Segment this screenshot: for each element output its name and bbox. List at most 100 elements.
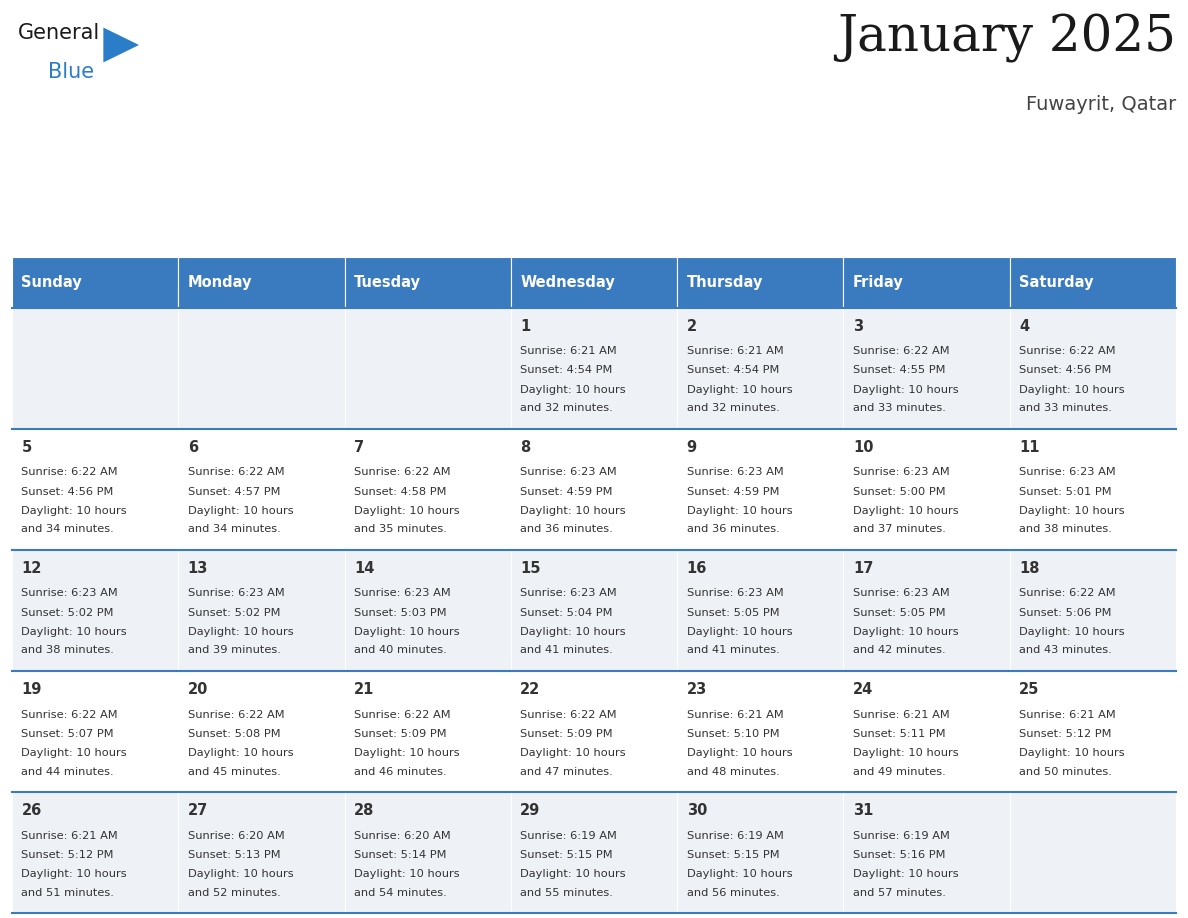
Text: Sunday: Sunday xyxy=(21,274,82,290)
Text: and 36 minutes.: and 36 minutes. xyxy=(687,524,779,534)
Text: Sunset: 5:14 PM: Sunset: 5:14 PM xyxy=(354,850,447,860)
Text: 16: 16 xyxy=(687,561,707,576)
Text: Blue: Blue xyxy=(48,62,94,82)
Text: Sunset: 5:16 PM: Sunset: 5:16 PM xyxy=(853,850,946,860)
Text: Sunset: 5:00 PM: Sunset: 5:00 PM xyxy=(853,487,946,497)
Text: Sunset: 4:56 PM: Sunset: 4:56 PM xyxy=(21,487,114,497)
Text: 22: 22 xyxy=(520,682,541,697)
Text: January 2025: January 2025 xyxy=(838,14,1176,63)
Text: Sunrise: 6:23 AM: Sunrise: 6:23 AM xyxy=(21,588,118,599)
Text: 19: 19 xyxy=(21,682,42,697)
Text: 18: 18 xyxy=(1019,561,1040,576)
Bar xyxy=(178,792,345,913)
Bar xyxy=(178,257,345,308)
Text: Daylight: 10 hours: Daylight: 10 hours xyxy=(188,748,293,758)
Text: Sunset: 5:15 PM: Sunset: 5:15 PM xyxy=(520,850,613,860)
Bar xyxy=(12,429,178,550)
Text: Sunset: 5:05 PM: Sunset: 5:05 PM xyxy=(687,608,779,618)
Text: 5: 5 xyxy=(21,440,32,454)
Text: and 33 minutes.: and 33 minutes. xyxy=(853,403,946,413)
Text: 15: 15 xyxy=(520,561,541,576)
Text: Sunrise: 6:19 AM: Sunrise: 6:19 AM xyxy=(687,831,784,841)
Text: 24: 24 xyxy=(853,682,873,697)
Text: Sunrise: 6:23 AM: Sunrise: 6:23 AM xyxy=(687,588,783,599)
Text: Sunset: 4:56 PM: Sunset: 4:56 PM xyxy=(1019,365,1112,375)
Text: 21: 21 xyxy=(354,682,374,697)
Text: Sunrise: 6:23 AM: Sunrise: 6:23 AM xyxy=(853,467,949,477)
Text: and 57 minutes.: and 57 minutes. xyxy=(853,888,946,898)
Text: Daylight: 10 hours: Daylight: 10 hours xyxy=(21,748,127,758)
Text: Daylight: 10 hours: Daylight: 10 hours xyxy=(520,748,626,758)
Text: Fuwayrit, Qatar: Fuwayrit, Qatar xyxy=(1026,95,1176,114)
Text: and 35 minutes.: and 35 minutes. xyxy=(354,524,447,534)
Text: 28: 28 xyxy=(354,803,374,818)
Text: Sunset: 5:12 PM: Sunset: 5:12 PM xyxy=(21,850,114,860)
Text: Sunrise: 6:21 AM: Sunrise: 6:21 AM xyxy=(687,346,783,356)
Text: Daylight: 10 hours: Daylight: 10 hours xyxy=(520,506,626,516)
Text: Daylight: 10 hours: Daylight: 10 hours xyxy=(354,627,460,637)
Text: and 42 minutes.: and 42 minutes. xyxy=(853,645,946,655)
Text: Sunset: 5:07 PM: Sunset: 5:07 PM xyxy=(21,729,114,739)
Bar xyxy=(511,550,677,671)
Text: Sunset: 5:04 PM: Sunset: 5:04 PM xyxy=(520,608,613,618)
Text: Sunrise: 6:22 AM: Sunrise: 6:22 AM xyxy=(520,710,617,720)
Text: and 50 minutes.: and 50 minutes. xyxy=(1019,767,1112,777)
Text: Sunset: 4:59 PM: Sunset: 4:59 PM xyxy=(687,487,779,497)
Text: Sunrise: 6:19 AM: Sunrise: 6:19 AM xyxy=(520,831,618,841)
Text: Sunset: 4:55 PM: Sunset: 4:55 PM xyxy=(853,365,946,375)
Text: 17: 17 xyxy=(853,561,873,576)
Text: Sunrise: 6:22 AM: Sunrise: 6:22 AM xyxy=(354,467,450,477)
Bar xyxy=(677,308,843,429)
Text: and 34 minutes.: and 34 minutes. xyxy=(188,524,280,534)
Text: Sunset: 4:57 PM: Sunset: 4:57 PM xyxy=(188,487,280,497)
Text: Daylight: 10 hours: Daylight: 10 hours xyxy=(520,627,626,637)
Text: Sunrise: 6:21 AM: Sunrise: 6:21 AM xyxy=(1019,710,1116,720)
Text: and 48 minutes.: and 48 minutes. xyxy=(687,767,779,777)
Text: Daylight: 10 hours: Daylight: 10 hours xyxy=(687,506,792,516)
Text: Sunrise: 6:23 AM: Sunrise: 6:23 AM xyxy=(188,588,284,599)
Text: 25: 25 xyxy=(1019,682,1040,697)
Text: and 39 minutes.: and 39 minutes. xyxy=(188,645,280,655)
Text: Daylight: 10 hours: Daylight: 10 hours xyxy=(853,385,959,395)
Text: 1: 1 xyxy=(520,319,531,333)
Text: Friday: Friday xyxy=(853,274,904,290)
Text: Daylight: 10 hours: Daylight: 10 hours xyxy=(188,869,293,879)
Bar xyxy=(1010,671,1176,792)
Text: Sunrise: 6:22 AM: Sunrise: 6:22 AM xyxy=(1019,588,1116,599)
Text: Sunrise: 6:22 AM: Sunrise: 6:22 AM xyxy=(188,467,284,477)
Bar xyxy=(12,671,178,792)
Text: and 37 minutes.: and 37 minutes. xyxy=(853,524,946,534)
Text: and 44 minutes.: and 44 minutes. xyxy=(21,767,114,777)
Text: and 34 minutes.: and 34 minutes. xyxy=(21,524,114,534)
Text: and 40 minutes.: and 40 minutes. xyxy=(354,645,447,655)
Text: Daylight: 10 hours: Daylight: 10 hours xyxy=(853,506,959,516)
Text: 7: 7 xyxy=(354,440,365,454)
Text: Sunrise: 6:22 AM: Sunrise: 6:22 AM xyxy=(21,710,118,720)
Text: Sunrise: 6:23 AM: Sunrise: 6:23 AM xyxy=(853,588,949,599)
Text: and 49 minutes.: and 49 minutes. xyxy=(853,767,946,777)
Text: Sunset: 4:58 PM: Sunset: 4:58 PM xyxy=(354,487,447,497)
Text: Daylight: 10 hours: Daylight: 10 hours xyxy=(21,869,127,879)
Text: Daylight: 10 hours: Daylight: 10 hours xyxy=(1019,385,1125,395)
Text: and 52 minutes.: and 52 minutes. xyxy=(188,888,280,898)
Bar xyxy=(178,308,345,429)
Bar xyxy=(511,257,677,308)
Text: and 32 minutes.: and 32 minutes. xyxy=(520,403,613,413)
Polygon shape xyxy=(103,28,139,62)
Text: Sunrise: 6:23 AM: Sunrise: 6:23 AM xyxy=(354,588,450,599)
Text: 2: 2 xyxy=(687,319,697,333)
Text: and 36 minutes.: and 36 minutes. xyxy=(520,524,613,534)
Text: and 32 minutes.: and 32 minutes. xyxy=(687,403,779,413)
Text: Sunset: 5:01 PM: Sunset: 5:01 PM xyxy=(1019,487,1112,497)
Text: 13: 13 xyxy=(188,561,208,576)
Text: and 41 minutes.: and 41 minutes. xyxy=(687,645,779,655)
Bar xyxy=(511,429,677,550)
Bar xyxy=(178,671,345,792)
Bar xyxy=(843,671,1010,792)
Text: Thursday: Thursday xyxy=(687,274,763,290)
Text: 14: 14 xyxy=(354,561,374,576)
Text: 8: 8 xyxy=(520,440,531,454)
Text: Daylight: 10 hours: Daylight: 10 hours xyxy=(687,385,792,395)
Text: and 45 minutes.: and 45 minutes. xyxy=(188,767,280,777)
Bar xyxy=(843,550,1010,671)
